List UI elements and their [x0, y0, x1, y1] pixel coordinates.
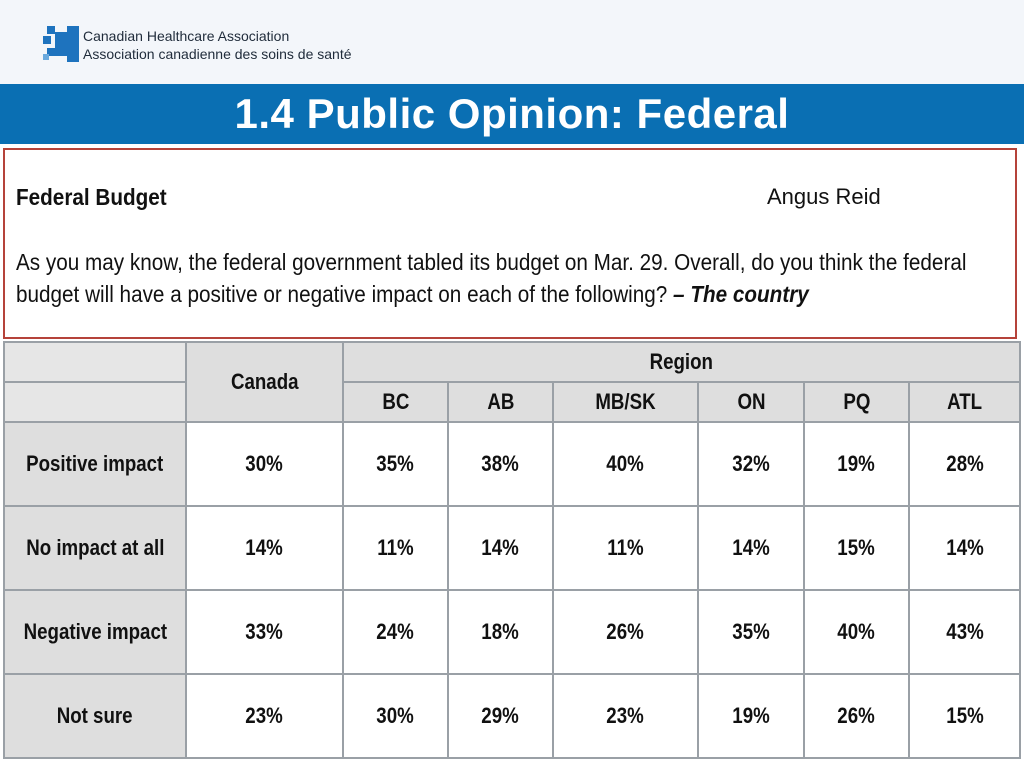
table-cell: 11%	[342, 505, 449, 591]
table-row: No impact at all 14% 11% 14% 11% 14% 15%…	[3, 505, 1022, 591]
results-table: Canada Region BC AB MB/SK ON PQ ATL Posi…	[3, 341, 1022, 759]
column-header-on: ON	[697, 381, 805, 423]
table-cell: 11%	[552, 505, 699, 591]
table-cell: 14%	[185, 505, 344, 591]
table-cell: 38%	[447, 421, 554, 507]
table-cell: 23%	[185, 673, 344, 759]
organization-name-fr: Association canadienne des soins de sant…	[83, 46, 352, 62]
source-label: Angus Reid	[767, 184, 881, 209]
header-band: Canadian Healthcare Association Associat…	[0, 0, 1024, 84]
slide-title: 1.4 Public Opinion: Federal	[234, 90, 790, 137]
question-box: Federal Budget Angus Reid As you may kno…	[3, 148, 1017, 339]
table-cell: 26%	[552, 589, 699, 675]
table-cell: 40%	[552, 421, 699, 507]
table-cell: 14%	[447, 505, 554, 591]
table-cell: 29%	[447, 673, 554, 759]
table-cell: 19%	[803, 421, 910, 507]
table-cell: 30%	[342, 673, 449, 759]
table-cell: 30%	[185, 421, 344, 507]
column-header-ab: AB	[447, 381, 554, 423]
question-text: As you may know, the federal government …	[16, 246, 997, 310]
cha-logo-icon	[43, 26, 79, 62]
table-cell: 15%	[803, 505, 910, 591]
row-label-not-sure: Not sure	[3, 673, 187, 759]
table-row: Not sure 23% 30% 29% 23% 19% 26% 15%	[3, 673, 1022, 759]
column-header-region: Region	[341, 341, 1022, 383]
column-header-canada: Canada	[185, 341, 344, 423]
table-cell: 15%	[907, 673, 1022, 759]
organization-name-en: Canadian Healthcare Association	[83, 28, 290, 44]
question-line-1: As you may know, the federal government …	[16, 249, 967, 275]
row-label-negative-impact: Negative impact	[3, 589, 187, 675]
table-cell: 18%	[447, 589, 554, 675]
question-line-2-text: budget will have a positive or negative …	[16, 281, 668, 307]
column-header-pq: PQ	[803, 381, 910, 423]
table-cell: 14%	[907, 505, 1022, 591]
table-cell: 35%	[342, 421, 449, 507]
table-cell: 23%	[552, 673, 699, 759]
question-line-2: budget will have a positive or negative …	[16, 278, 997, 310]
question-emphasis: – The country	[673, 281, 809, 307]
table-row: Positive impact 30% 35% 38% 40% 32% 19% …	[3, 421, 1022, 507]
table-cell: 33%	[185, 589, 344, 675]
column-header-atl: ATL	[907, 381, 1022, 423]
question-heading: Federal Budget	[16, 184, 167, 210]
column-header-bc: BC	[342, 381, 449, 423]
table-cell: 19%	[697, 673, 805, 759]
corner-header-top	[3, 341, 187, 383]
table-cell: 24%	[342, 589, 449, 675]
organization-name: Canadian Healthcare Association Associat…	[83, 27, 352, 63]
row-label-positive-impact: Positive impact	[3, 421, 187, 507]
table-cell: 35%	[697, 589, 805, 675]
title-bar: 1.4 Public Opinion: Federal	[0, 84, 1024, 144]
table-cell: 32%	[697, 421, 805, 507]
table-cell: 28%	[907, 421, 1022, 507]
table-cell: 40%	[803, 589, 910, 675]
row-label-no-impact: No impact at all	[3, 505, 187, 591]
table-cell: 43%	[907, 589, 1022, 675]
table-row: Negative impact 33% 24% 18% 26% 35% 40% …	[3, 589, 1022, 675]
table-cell: 14%	[697, 505, 805, 591]
column-header-mbsk: MB/SK	[552, 381, 699, 423]
table-cell: 26%	[803, 673, 910, 759]
corner-header-bottom	[3, 381, 187, 423]
